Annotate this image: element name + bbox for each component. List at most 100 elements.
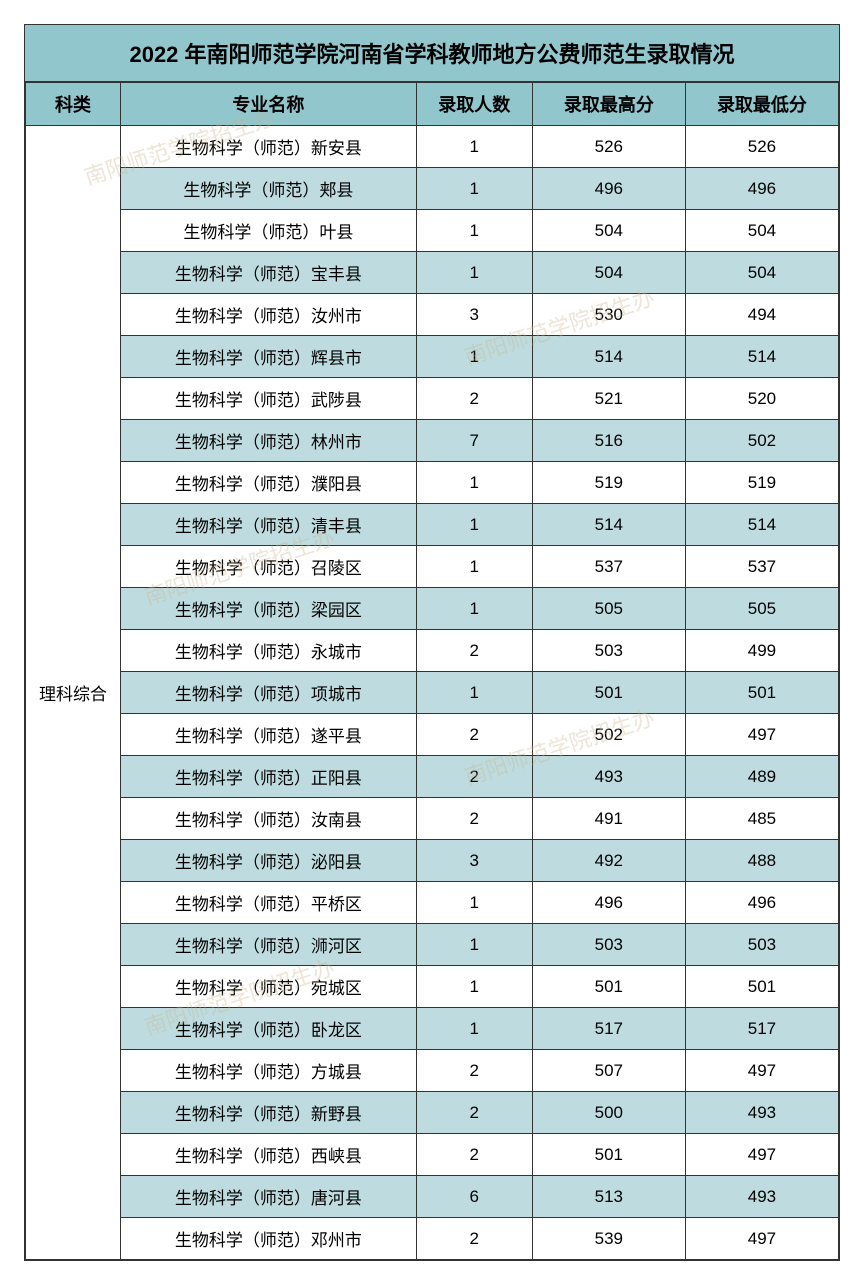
table-body: 理科综合生物科学（师范）新安县1526526生物科学（师范）郏县1496496生… — [26, 126, 839, 1260]
table-row: 生物科学（师范）清丰县1514514 — [26, 504, 839, 546]
table-row: 生物科学（师范）邓州市2539497 — [26, 1218, 839, 1260]
cell-count: 1 — [416, 1008, 532, 1050]
cell-major: 生物科学（师范）叶县 — [121, 210, 417, 252]
cell-major: 生物科学（师范）遂平县 — [121, 714, 417, 756]
table-row: 生物科学（师范）武陟县2521520 — [26, 378, 839, 420]
cell-count: 1 — [416, 588, 532, 630]
cell-count: 1 — [416, 126, 532, 168]
table-row: 生物科学（师范）汝南县2491485 — [26, 798, 839, 840]
cell-high: 514 — [532, 504, 685, 546]
cell-count: 1 — [416, 462, 532, 504]
cell-high: 519 — [532, 462, 685, 504]
cell-low: 489 — [685, 756, 838, 798]
table-row: 生物科学（师范）唐河县6513493 — [26, 1176, 839, 1218]
cell-high: 516 — [532, 420, 685, 462]
table-row: 生物科学（师范）叶县1504504 — [26, 210, 839, 252]
cell-count: 1 — [416, 168, 532, 210]
cell-high: 526 — [532, 126, 685, 168]
cell-low: 537 — [685, 546, 838, 588]
cell-high: 537 — [532, 546, 685, 588]
cell-low: 488 — [685, 840, 838, 882]
table-row: 生物科学（师范）泌阳县3492488 — [26, 840, 839, 882]
table-row: 生物科学（师范）遂平县2502497 — [26, 714, 839, 756]
table-row: 生物科学（师范）林州市7516502 — [26, 420, 839, 462]
cell-high: 539 — [532, 1218, 685, 1260]
cell-high: 505 — [532, 588, 685, 630]
cell-high: 492 — [532, 840, 685, 882]
header-major: 专业名称 — [121, 83, 417, 126]
cell-major: 生物科学（师范）新野县 — [121, 1092, 417, 1134]
cell-count: 2 — [416, 714, 532, 756]
table-row: 生物科学（师范）正阳县2493489 — [26, 756, 839, 798]
cell-high: 513 — [532, 1176, 685, 1218]
cell-high: 514 — [532, 336, 685, 378]
cell-low: 502 — [685, 420, 838, 462]
cell-low: 499 — [685, 630, 838, 672]
cell-high: 521 — [532, 378, 685, 420]
cell-count: 1 — [416, 210, 532, 252]
cell-major: 生物科学（师范）辉县市 — [121, 336, 417, 378]
cell-major: 生物科学（师范）浉河区 — [121, 924, 417, 966]
cell-high: 496 — [532, 882, 685, 924]
cell-low: 496 — [685, 168, 838, 210]
cell-count: 3 — [416, 294, 532, 336]
cell-low: 497 — [685, 1134, 838, 1176]
cell-low: 496 — [685, 882, 838, 924]
cell-count: 1 — [416, 336, 532, 378]
cell-low: 497 — [685, 1218, 838, 1260]
cell-major: 生物科学（师范）汝南县 — [121, 798, 417, 840]
table-row: 理科综合生物科学（师范）新安县1526526 — [26, 126, 839, 168]
table-row: 生物科学（师范）平桥区1496496 — [26, 882, 839, 924]
cell-major: 生物科学（师范）永城市 — [121, 630, 417, 672]
table-row: 生物科学（师范）方城县2507497 — [26, 1050, 839, 1092]
header-category: 科类 — [26, 83, 121, 126]
cell-major: 生物科学（师范）汝州市 — [121, 294, 417, 336]
cell-high: 501 — [532, 672, 685, 714]
cell-count: 1 — [416, 504, 532, 546]
header-row: 科类 专业名称 录取人数 录取最高分 录取最低分 — [26, 83, 839, 126]
admission-table-container: 2022 年南阳师范学院河南省学科教师地方公费师范生录取情况 科类 专业名称 录… — [24, 24, 840, 1261]
table-row: 生物科学（师范）永城市2503499 — [26, 630, 839, 672]
cell-count: 6 — [416, 1176, 532, 1218]
cell-low: 504 — [685, 210, 838, 252]
cell-major: 生物科学（师范）方城县 — [121, 1050, 417, 1092]
table-row: 生物科学（师范）宝丰县1504504 — [26, 252, 839, 294]
cell-major: 生物科学（师范）唐河县 — [121, 1176, 417, 1218]
cell-low: 514 — [685, 336, 838, 378]
cell-major: 生物科学（师范）梁园区 — [121, 588, 417, 630]
cell-count: 7 — [416, 420, 532, 462]
cell-high: 501 — [532, 966, 685, 1008]
cell-count: 1 — [416, 924, 532, 966]
cell-low: 497 — [685, 714, 838, 756]
cell-count: 1 — [416, 252, 532, 294]
cell-major: 生物科学（师范）新安县 — [121, 126, 417, 168]
cell-count: 2 — [416, 1134, 532, 1176]
table-row: 生物科学（师范）浉河区1503503 — [26, 924, 839, 966]
cell-count: 1 — [416, 546, 532, 588]
cell-count: 1 — [416, 966, 532, 1008]
cell-high: 517 — [532, 1008, 685, 1050]
cell-high: 491 — [532, 798, 685, 840]
cell-count: 2 — [416, 1092, 532, 1134]
cell-major: 生物科学（师范）清丰县 — [121, 504, 417, 546]
cell-major: 生物科学（师范）宛城区 — [121, 966, 417, 1008]
cell-low: 493 — [685, 1176, 838, 1218]
table-row: 生物科学（师范）卧龙区1517517 — [26, 1008, 839, 1050]
cell-low: 493 — [685, 1092, 838, 1134]
cell-count: 1 — [416, 672, 532, 714]
cell-low: 503 — [685, 924, 838, 966]
cell-high: 503 — [532, 924, 685, 966]
table-title: 2022 年南阳师范学院河南省学科教师地方公费师范生录取情况 — [25, 25, 839, 82]
table-row: 生物科学（师范）召陵区1537537 — [26, 546, 839, 588]
cell-major: 生物科学（师范）宝丰县 — [121, 252, 417, 294]
cell-major: 生物科学（师范）正阳县 — [121, 756, 417, 798]
cell-major: 生物科学（师范）武陟县 — [121, 378, 417, 420]
cell-low: 497 — [685, 1050, 838, 1092]
cell-count: 3 — [416, 840, 532, 882]
cell-count: 2 — [416, 378, 532, 420]
cell-major: 生物科学（师范）林州市 — [121, 420, 417, 462]
cell-low: 485 — [685, 798, 838, 840]
cell-major: 生物科学（师范）郏县 — [121, 168, 417, 210]
cell-high: 503 — [532, 630, 685, 672]
cell-low: 501 — [685, 966, 838, 1008]
